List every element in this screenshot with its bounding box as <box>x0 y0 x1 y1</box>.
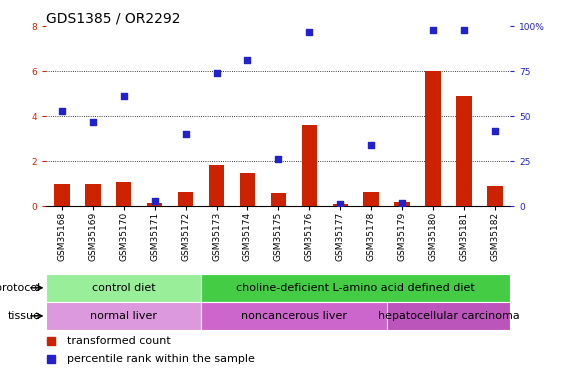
Bar <box>54 184 70 206</box>
Text: choline-deficient L-amino acid defined diet: choline-deficient L-amino acid defined d… <box>237 283 475 293</box>
Point <box>57 108 67 114</box>
Point <box>336 201 345 207</box>
Bar <box>240 172 255 206</box>
Point <box>397 200 407 206</box>
Bar <box>201 302 387 330</box>
Bar <box>116 182 132 206</box>
Bar <box>425 71 441 206</box>
Point <box>181 131 190 137</box>
Bar <box>201 274 510 302</box>
Bar <box>364 192 379 206</box>
Point <box>304 28 314 34</box>
Bar <box>147 203 162 206</box>
Bar <box>487 186 503 206</box>
Bar <box>178 192 193 206</box>
Bar <box>394 202 410 206</box>
Text: transformed count: transformed count <box>67 336 171 345</box>
Text: control diet: control diet <box>92 283 155 293</box>
Bar <box>46 302 201 330</box>
Bar <box>302 125 317 206</box>
Text: protocol: protocol <box>0 283 41 293</box>
Text: normal liver: normal liver <box>90 311 157 321</box>
Bar <box>332 204 348 206</box>
Point <box>150 198 160 204</box>
Point <box>243 57 252 63</box>
Bar <box>209 165 224 206</box>
Point <box>119 93 128 99</box>
Text: tissue: tissue <box>8 311 41 321</box>
Point <box>274 156 283 162</box>
Point <box>490 128 499 134</box>
Bar <box>46 274 201 302</box>
Point <box>88 118 97 124</box>
Point <box>367 142 376 148</box>
Bar <box>387 302 510 330</box>
Bar <box>85 184 100 206</box>
Bar <box>456 96 472 206</box>
Text: percentile rank within the sample: percentile rank within the sample <box>67 354 255 364</box>
Text: noncancerous liver: noncancerous liver <box>241 311 347 321</box>
Bar <box>271 193 286 206</box>
Text: GDS1385 / OR2292: GDS1385 / OR2292 <box>46 11 181 25</box>
Text: hepatocellular carcinoma: hepatocellular carcinoma <box>378 311 520 321</box>
Point <box>429 27 438 33</box>
Point <box>212 70 221 76</box>
Point <box>459 27 469 33</box>
